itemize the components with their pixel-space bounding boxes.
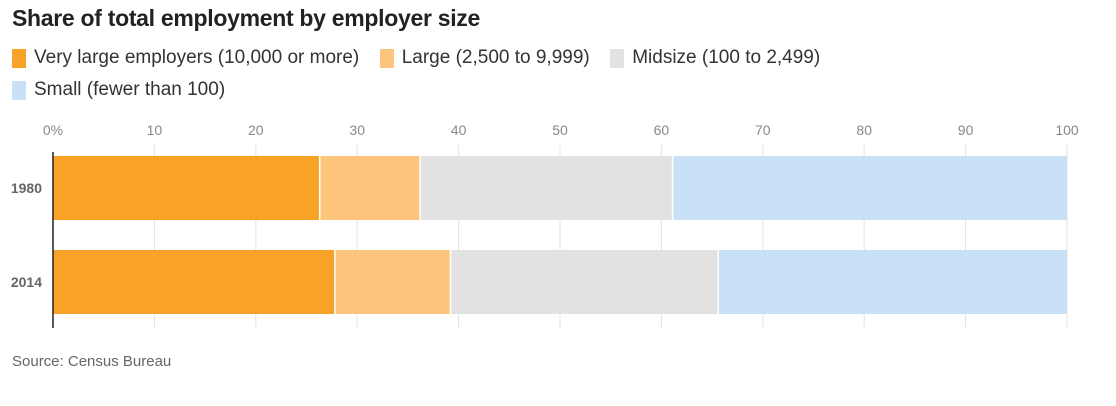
bar-1980-series-0 bbox=[53, 156, 320, 220]
legend-item-large: Large (2,500 to 9,999) bbox=[379, 42, 590, 74]
bar-2014-series-2 bbox=[450, 250, 719, 314]
category-label-1980: 1980 bbox=[11, 180, 42, 196]
bar-1980-series-2 bbox=[420, 156, 673, 220]
x-tick-label-50: 50 bbox=[552, 122, 568, 138]
bar-1980-series-3 bbox=[672, 156, 1067, 220]
x-tick-label-70: 70 bbox=[755, 122, 771, 138]
legend: Very large employers (10,000 or more) La… bbox=[12, 42, 1012, 106]
legend-label-small: Small (fewer than 100) bbox=[34, 79, 226, 100]
source-note: Source: Census Bureau bbox=[12, 353, 172, 370]
x-tick-label-20: 20 bbox=[248, 122, 264, 138]
x-tick-label-30: 30 bbox=[349, 122, 365, 138]
legend-label-very-large: Very large employers (10,000 or more) bbox=[34, 47, 360, 68]
x-tick-label-10: 10 bbox=[147, 122, 163, 138]
legend-item-small: Small (fewer than 100) bbox=[12, 74, 225, 106]
legend-swatch-small bbox=[12, 80, 26, 100]
x-tick-label-60: 60 bbox=[654, 122, 670, 138]
x-tick-label-90: 90 bbox=[958, 122, 974, 138]
legend-swatch-large bbox=[379, 48, 394, 68]
legend-label-midsize: Midsize (100 to 2,499) bbox=[632, 47, 821, 68]
legend-swatch-very-large bbox=[12, 48, 26, 68]
bar-2014-series-0 bbox=[53, 250, 335, 314]
bar-2014-series-3 bbox=[718, 250, 1067, 314]
bar-2014-series-1 bbox=[334, 250, 451, 314]
bar-1980-series-1 bbox=[319, 156, 421, 220]
chart-title: Share of total employment by employer si… bbox=[12, 5, 480, 31]
legend-item-midsize: Midsize (100 to 2,499) bbox=[610, 42, 820, 74]
x-tick-label-80: 80 bbox=[856, 122, 872, 138]
x-tick-label-40: 40 bbox=[451, 122, 467, 138]
legend-item-very-large: Very large employers (10,000 or more) bbox=[12, 42, 359, 74]
legend-swatch-midsize bbox=[610, 48, 625, 68]
x-tick-label-100: 100 bbox=[1055, 122, 1079, 138]
x-tick-label-0: 0% bbox=[43, 122, 63, 138]
legend-label-large: Large (2,500 to 9,999) bbox=[401, 47, 590, 68]
category-label-2014: 2014 bbox=[11, 274, 42, 290]
